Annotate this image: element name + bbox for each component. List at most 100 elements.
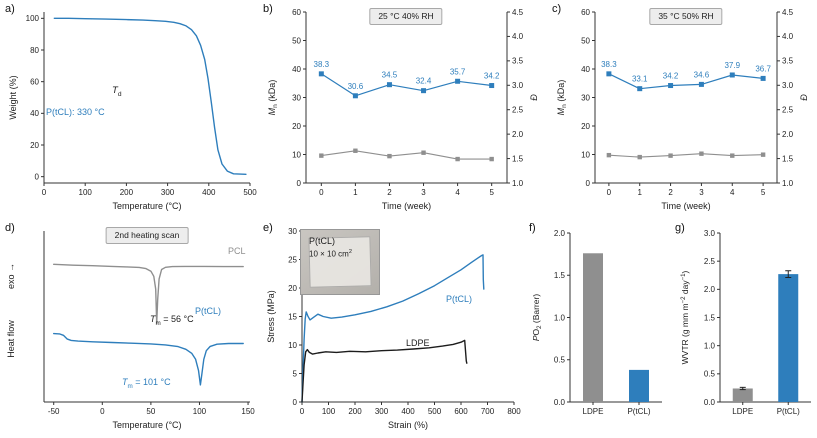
svg-text:37.9: 37.9 <box>724 61 740 70</box>
tm2-subscript: m <box>127 382 133 390</box>
svg-text:50: 50 <box>581 36 590 45</box>
panel-g: 0.0 0.5 1.0 1.5 2.0 2.5 3.0 LDPE P(tCL) WVTR (g m… <box>670 219 817 438</box>
svg-text:34.2: 34.2 <box>663 72 679 81</box>
svg-text:0: 0 <box>35 172 40 181</box>
svg-text:35.7: 35.7 <box>450 67 466 76</box>
svg-text:150: 150 <box>241 407 255 416</box>
svg-text:300: 300 <box>161 188 175 197</box>
svg-text:40: 40 <box>581 65 590 74</box>
svg-text:0: 0 <box>319 188 324 197</box>
svg-text:Đ: Đ <box>799 94 809 101</box>
svg-text:Temperature (°C): Temperature (°C) <box>112 201 181 211</box>
panel-label-d: d) <box>5 222 15 234</box>
inset-sample-name: P(tCL) <box>309 236 336 246</box>
stability-25c-chart: 0 1 2 3 4 5 Time (week) 0 10 20 30 40 50 60 1.0 1.5 2.0 2… <box>267 8 539 211</box>
svg-text:2.5: 2.5 <box>782 106 794 115</box>
tm2-value: = 101 °C <box>132 377 171 387</box>
tm2-letter: T <box>122 377 128 387</box>
svg-text:2.5: 2.5 <box>704 257 716 266</box>
svg-text:34.5: 34.5 <box>382 71 398 80</box>
stability-35c-chart: 0 1 2 3 4 5 Time (week) 0 10 20 30 40 50 60 1.0 1.5 2.0 2… <box>556 8 809 211</box>
svg-text:Heat flow: Heat flow <box>6 320 16 358</box>
film-photo-inset: P(tCL) 10 × 10 cm2 <box>300 229 380 295</box>
oxygen-permeability-chart: 0.0 0.5 1.0 1.5 2.0 LDPE P(tCL) PO2 (Barrer) <box>531 229 662 416</box>
inset-size-sup: 2 <box>348 249 352 255</box>
svg-text:50: 50 <box>292 36 301 45</box>
svg-text:40: 40 <box>30 109 39 118</box>
svg-text:80: 80 <box>30 46 39 55</box>
chart-title-dsc: 2nd heating scan <box>105 227 189 244</box>
svg-text:3.5: 3.5 <box>512 57 524 66</box>
panel-label-b: b) <box>263 3 273 15</box>
svg-text:0: 0 <box>293 398 298 407</box>
svg-text:200: 200 <box>348 407 362 416</box>
tm1-subscript: m <box>155 319 161 327</box>
svg-text:1.5: 1.5 <box>782 154 794 163</box>
svg-text:1.0: 1.0 <box>554 313 566 322</box>
svg-text:1.0: 1.0 <box>704 341 716 350</box>
chart-title-35c: 35 °C 50% RH <box>649 8 723 25</box>
svg-text:0: 0 <box>42 188 47 197</box>
inset-size-text: 10 × 10 cm <box>309 249 349 259</box>
td-letter: T <box>112 85 118 96</box>
svg-text:34.6: 34.6 <box>694 70 710 79</box>
svg-text:100: 100 <box>26 14 40 23</box>
dsc-chart: -50 0 50 100 150 Temperature (°C) Heat flow exo… <box>6 231 255 430</box>
svg-text:30: 30 <box>292 93 301 102</box>
svg-text:3.0: 3.0 <box>512 81 524 90</box>
svg-text:1.5: 1.5 <box>554 271 566 280</box>
svg-text:4.0: 4.0 <box>782 32 794 41</box>
panel-b: 0 1 2 3 4 5 Time (week) 0 10 20 30 40 50 60 1.0 1.5 2.0 2… <box>258 0 547 219</box>
svg-text:400: 400 <box>401 407 415 416</box>
svg-text:30: 30 <box>288 227 297 236</box>
svg-text:4: 4 <box>455 188 460 197</box>
svg-text:0.0: 0.0 <box>704 398 716 407</box>
tm1-value: = 56 °C <box>160 314 194 324</box>
panel-label-g: g) <box>675 222 685 234</box>
svg-text:20: 20 <box>30 141 39 150</box>
degradation-temp-value: P(tCL): 330 °C <box>46 107 105 117</box>
degradation-temp-symbol: Td <box>112 85 122 98</box>
svg-text:1: 1 <box>638 188 643 197</box>
panel-e: 0 100 200 300 400 500 600 700 800 Strain (%) 0 5 10 1… <box>258 219 524 438</box>
series-label-ptcl-dsc: P(tCL) <box>195 306 222 316</box>
svg-text:2.0: 2.0 <box>782 130 794 139</box>
svg-text:Weight (%): Weight (%) <box>8 75 18 119</box>
svg-text:2.0: 2.0 <box>554 229 566 238</box>
tm-ptcl-annotation: Tm = 101 °C <box>122 377 171 391</box>
svg-text:34.2: 34.2 <box>484 72 500 81</box>
svg-text:Stress (MPa): Stress (MPa) <box>266 290 276 343</box>
svg-text:800: 800 <box>507 407 521 416</box>
svg-text:60: 60 <box>30 77 39 86</box>
svg-text:20: 20 <box>581 122 590 131</box>
svg-text:40: 40 <box>292 65 301 74</box>
svg-text:100: 100 <box>322 407 336 416</box>
panel-label-f: f) <box>529 222 536 234</box>
svg-text:Time (week): Time (week) <box>661 201 710 211</box>
svg-text:0: 0 <box>607 188 612 197</box>
svg-text:1.5: 1.5 <box>512 154 524 163</box>
svg-text:25: 25 <box>288 255 297 264</box>
svg-text:60: 60 <box>292 8 301 17</box>
svg-text:3: 3 <box>699 188 704 197</box>
svg-text:Mn (kDa): Mn (kDa) <box>556 80 568 116</box>
tm-pcl-annotation: Tm = 56 °C <box>150 314 194 328</box>
svg-text:-50: -50 <box>48 407 60 416</box>
svg-text:100: 100 <box>193 407 207 416</box>
svg-text:Đ: Đ <box>529 94 539 101</box>
svg-text:4: 4 <box>730 188 735 197</box>
series-label-ldpe: LDPE <box>406 338 430 348</box>
svg-text:0.5: 0.5 <box>554 356 566 365</box>
svg-text:exo →: exo → <box>6 263 16 289</box>
series-label-ptcl-stress: P(tCL) <box>446 294 473 304</box>
tm1-letter: T <box>150 314 156 324</box>
svg-text:Mn (kDa): Mn (kDa) <box>267 80 279 116</box>
svg-text:0: 0 <box>100 407 105 416</box>
svg-text:2.5: 2.5 <box>512 106 524 115</box>
svg-text:2: 2 <box>668 188 673 197</box>
svg-text:3.5: 3.5 <box>782 57 794 66</box>
svg-text:3.0: 3.0 <box>704 229 716 238</box>
svg-text:60: 60 <box>581 8 590 17</box>
svg-text:2: 2 <box>387 188 392 197</box>
svg-text:15: 15 <box>288 312 297 321</box>
